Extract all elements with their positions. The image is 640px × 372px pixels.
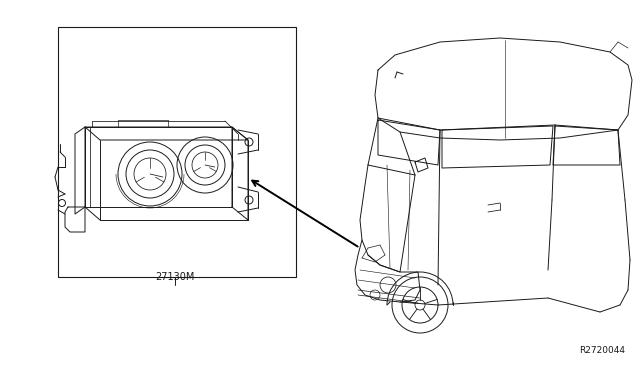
Bar bbox=[58, 27, 296, 277]
Text: 27130M: 27130M bbox=[156, 272, 195, 282]
Text: R2720044: R2720044 bbox=[579, 346, 625, 355]
